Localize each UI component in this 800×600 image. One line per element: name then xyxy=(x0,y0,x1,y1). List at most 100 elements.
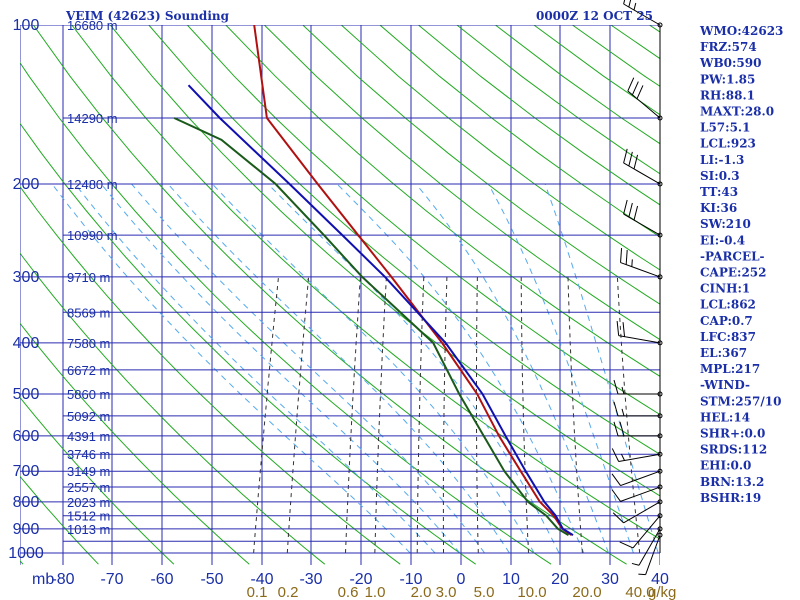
index-item: BSHR:19 xyxy=(700,491,761,505)
pressure-tick-label: 500 xyxy=(13,386,40,403)
mixing-ratio-label: 1.0 xyxy=(365,584,386,600)
index-item: EHI:0.0 xyxy=(700,459,751,473)
index-item: LFC:837 xyxy=(700,330,756,344)
height-label: 1512 m xyxy=(67,509,110,524)
dry-adiabat xyxy=(263,25,660,341)
height-label: 3746 m xyxy=(67,447,110,462)
temperature-tick-label: -30 xyxy=(299,571,322,588)
index-item: KI:36 xyxy=(700,201,737,215)
moist-adiabat xyxy=(51,183,411,554)
wind-barb xyxy=(620,247,663,280)
dry-adiabat xyxy=(302,25,660,305)
index-item: SRDS:112 xyxy=(700,443,767,457)
mixing-ratio-line xyxy=(286,276,310,554)
index-item: SI:0.3 xyxy=(700,169,740,183)
mixing-ratio-line xyxy=(475,276,479,554)
temperature-tick-label: 20 xyxy=(551,571,569,588)
mixing-ratio-label: 3.0 xyxy=(436,584,457,600)
height-label: 3149 m xyxy=(67,464,110,479)
mixing-ratio-label: 2.0 xyxy=(411,584,432,600)
sounding-series-1 xyxy=(253,25,573,536)
height-label: 4391 m xyxy=(67,429,110,444)
index-item: FRZ:574 xyxy=(700,40,757,54)
index-item: STM:257/10 xyxy=(700,394,781,408)
mixing-ratio-line xyxy=(616,276,641,554)
wind-barb xyxy=(613,401,663,419)
wind-barb xyxy=(623,148,663,187)
temperature-tick-label: -80 xyxy=(51,571,74,588)
index-item: WMO:42623 xyxy=(699,24,783,38)
dry-adiabat xyxy=(20,122,476,565)
pressure-tick-label: 700 xyxy=(13,463,40,480)
pressure-tick-label: 400 xyxy=(13,335,40,352)
wind-barb xyxy=(613,421,663,439)
wind-barb xyxy=(638,532,663,576)
index-item: -WIND- xyxy=(700,378,750,392)
wind-barb xyxy=(619,513,663,549)
moist-adiabat xyxy=(167,183,510,554)
index-item: CAPE:252 xyxy=(700,266,767,280)
mixing-ratio-unit: g/kg xyxy=(648,584,676,600)
sounding-series-3 xyxy=(173,117,570,536)
mixing-ratio-line xyxy=(520,276,529,554)
moist-adiabat xyxy=(100,183,461,554)
wind-barb xyxy=(616,321,663,346)
temperature-tick-label: 30 xyxy=(601,571,619,588)
dry-adiabat xyxy=(32,25,627,565)
index-item: MPL:217 xyxy=(700,362,760,376)
dry-adiabat xyxy=(109,25,660,497)
mixing-ratio-label: 0.2 xyxy=(278,584,299,600)
index-item: LCL:923 xyxy=(700,137,756,151)
moist-adiabat xyxy=(211,183,535,554)
height-label: 14290 m xyxy=(67,111,118,126)
mixing-ratio-line xyxy=(442,276,448,553)
mixing-ratio-label: 10.0 xyxy=(517,584,546,600)
pressure-tick-label: 200 xyxy=(13,176,40,193)
height-label: 2023 m xyxy=(67,495,110,510)
index-item: EI:-0.4 xyxy=(700,233,745,247)
wind-barb xyxy=(612,499,663,524)
temperature-tick-label: -50 xyxy=(200,571,223,588)
mixing-ratio-line xyxy=(374,276,387,554)
mixing-ratio-label: 0.1 xyxy=(247,584,268,600)
index-item: MAXT:28.0 xyxy=(700,105,774,119)
index-item: CAP:0.7 xyxy=(700,314,753,328)
wind-barb xyxy=(627,77,663,121)
wind-barb xyxy=(611,468,663,487)
chart-time: 0000Z 12 OCT 25 xyxy=(536,9,653,23)
mixing-ratio-label: 5.0 xyxy=(474,584,495,600)
dry-adiabat xyxy=(225,25,660,377)
mixing-ratio-label: 40.0 xyxy=(625,584,654,600)
mixing-ratio-label: 0.6 xyxy=(338,584,359,600)
mixing-ratio-line xyxy=(253,276,279,554)
height-label: 6672 m xyxy=(67,363,110,378)
height-label: 16680 m xyxy=(67,18,118,33)
y-axis-label: mb xyxy=(32,571,54,588)
mixing-ratio-label: 20.0 xyxy=(572,584,601,600)
temperature-tick-label: -40 xyxy=(250,571,273,588)
dry-adiabat xyxy=(186,25,660,416)
moist-adiabat xyxy=(487,183,634,554)
index-item: RH:88.1 xyxy=(700,88,755,102)
pressure-tick-label: 300 xyxy=(13,269,40,286)
wind-barb xyxy=(611,448,663,463)
series-layer xyxy=(173,25,574,536)
moist-adiabat xyxy=(336,183,585,554)
temperature-tick-label: -70 xyxy=(100,571,123,588)
grid-layer xyxy=(20,25,660,565)
height-label: 5092 m xyxy=(67,409,110,424)
index-item: LCL:862 xyxy=(700,298,756,312)
pressure-tick-label: 800 xyxy=(13,494,40,511)
pressure-tick-label: 1000 xyxy=(8,545,44,562)
index-item: TT:43 xyxy=(700,185,738,199)
wind-barb xyxy=(623,0,663,28)
index-item: L57:5.1 xyxy=(700,121,750,135)
pressure-tick-label: 900 xyxy=(13,521,40,538)
index-item: EL:367 xyxy=(700,346,747,360)
dry-adiabat xyxy=(20,322,250,565)
wind-barb-layer xyxy=(611,0,663,576)
index-item: SHR+:0.0 xyxy=(700,427,765,441)
index-item: WB0:590 xyxy=(699,56,761,70)
